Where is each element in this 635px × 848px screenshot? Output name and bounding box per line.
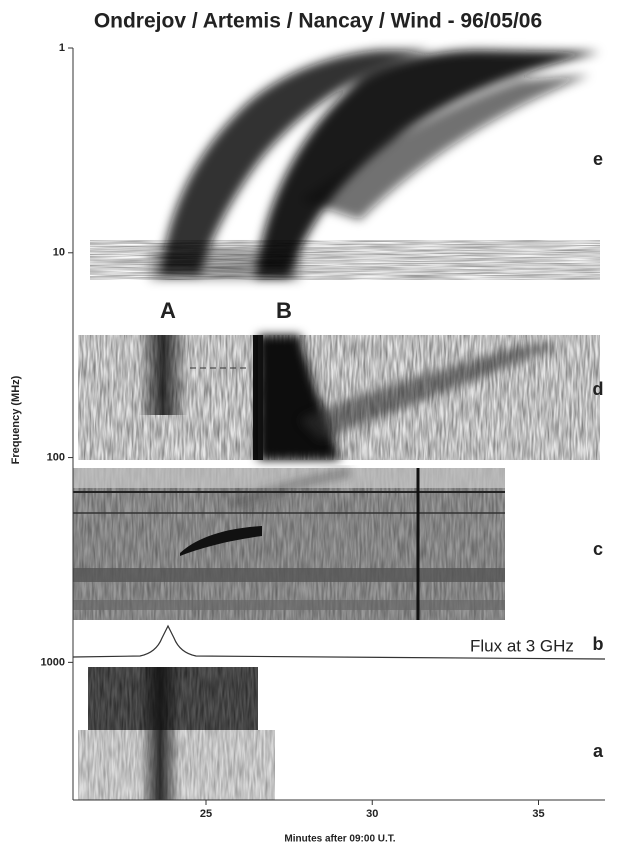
panel-c [73, 468, 505, 620]
burst-label: B [276, 298, 292, 323]
x-tick-label: 30 [366, 808, 378, 820]
panel-label: d [593, 379, 604, 399]
y-tick-label: 10 [53, 247, 65, 259]
panel-b [72, 624, 606, 660]
panel-e [90, 50, 600, 280]
burst-label: A [160, 298, 176, 323]
panel-a [78, 667, 275, 800]
y-tick-label: 1 [59, 42, 65, 54]
x-tick-label: 25 [200, 808, 212, 820]
panel-label: c [593, 539, 603, 559]
panel-label: e [593, 149, 603, 169]
panel-d [78, 335, 600, 460]
panel-label: b [593, 634, 604, 654]
y-tick-label: 1000 [41, 656, 65, 668]
chart-title: Ondrejov / Artemis / Nancay / Wind - 96/… [94, 10, 542, 33]
y-axis-label: Frequency (MHz) [10, 375, 22, 464]
x-tick-label: 35 [532, 808, 544, 820]
x-axis-label: Minutes after 09:00 U.T. [284, 834, 395, 845]
annotation: Flux at 3 GHz [470, 636, 574, 655]
panel-label: a [593, 741, 604, 761]
y-tick-label: 100 [47, 451, 65, 463]
